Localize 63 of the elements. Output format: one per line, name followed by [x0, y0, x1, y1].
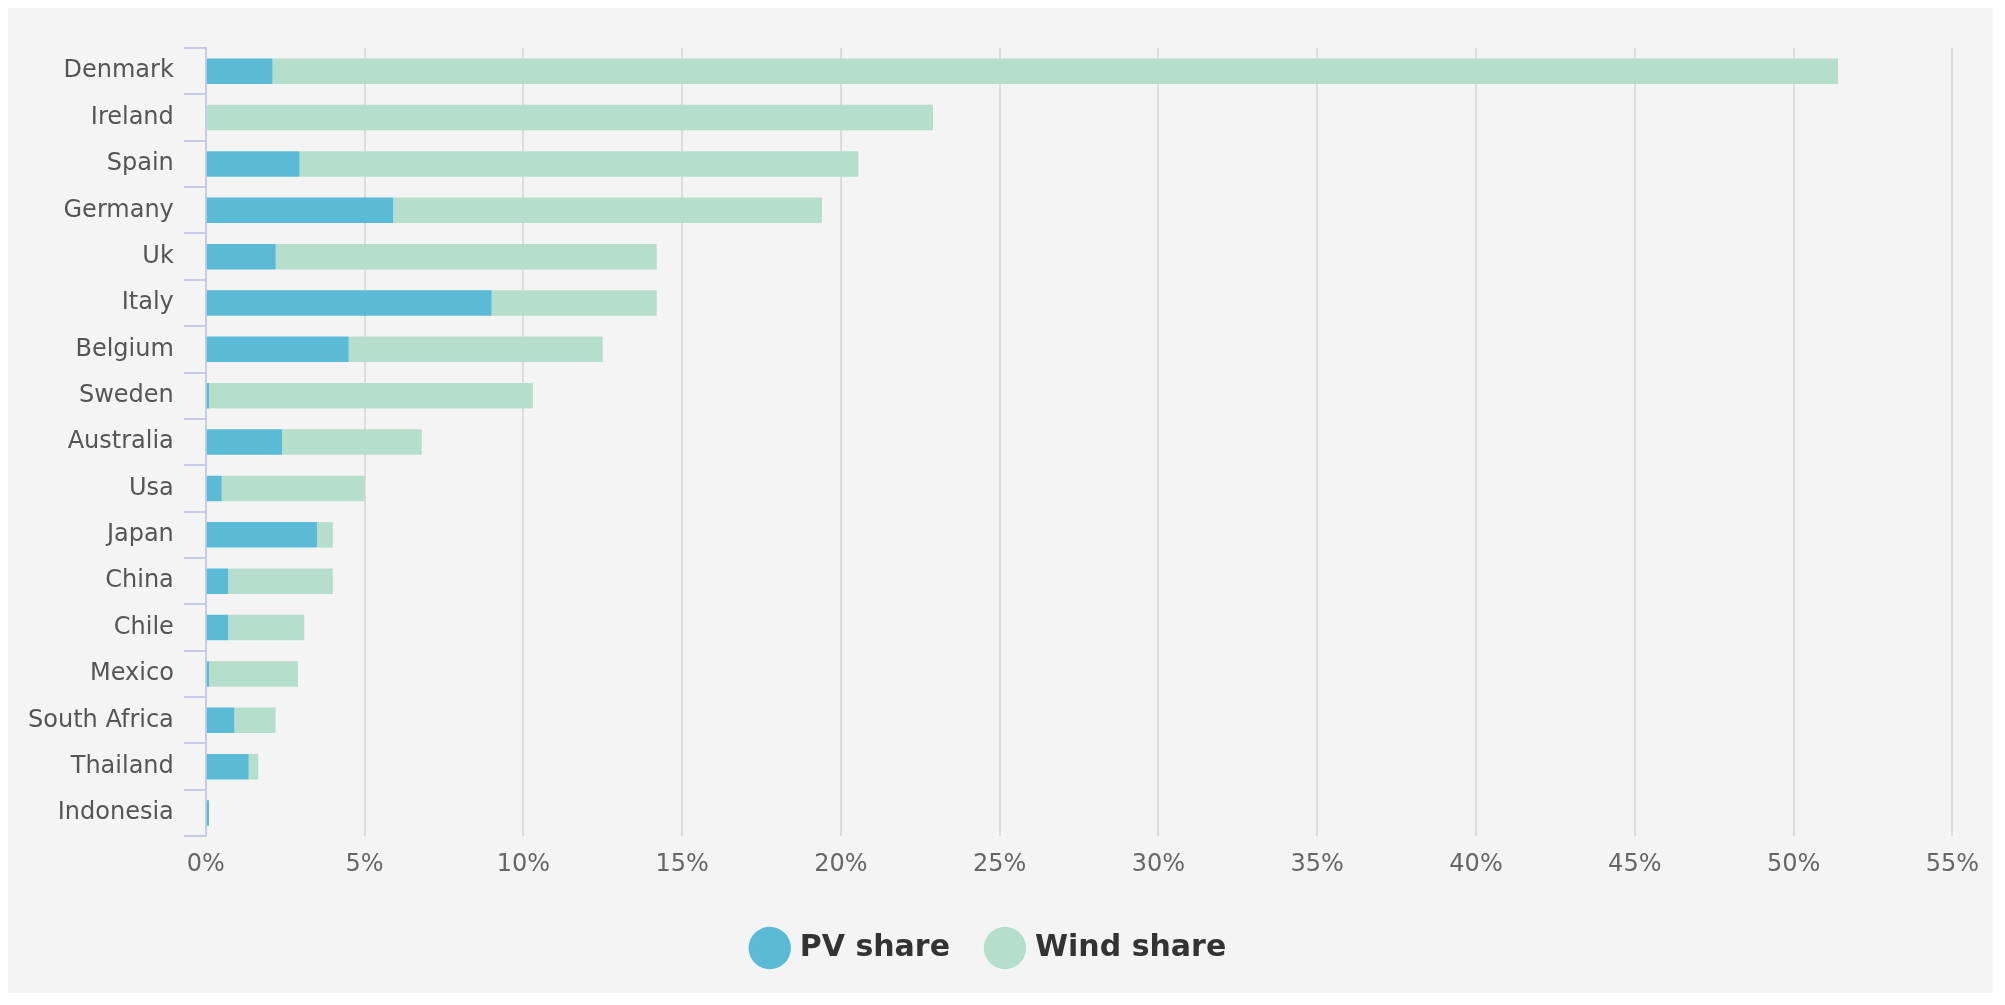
bar: [206, 568, 229, 594]
bar: [209, 382, 533, 409]
y-tick-label: Indonesia: [57, 797, 174, 826]
y-tick-label: Usa: [129, 472, 174, 501]
bar: [234, 707, 276, 734]
y-tick-label: Japan: [104, 519, 174, 548]
legend-label: PV share: [799, 927, 950, 963]
x-tick-label: 20%: [814, 848, 868, 877]
bar: [228, 614, 305, 641]
y-tick-label: Uk: [142, 240, 174, 269]
legend-label: Wind share: [1035, 927, 1227, 963]
bar: [299, 151, 859, 177]
bar: [206, 429, 283, 455]
x-tick-label: 25%: [973, 848, 1027, 877]
bar: [206, 336, 349, 363]
x-tick-label: 35%: [1290, 848, 1344, 877]
bar: [206, 522, 317, 548]
y-tick-label: Thailand: [69, 750, 174, 779]
y-tick-label: Ireland: [90, 101, 174, 130]
bar: [206, 475, 222, 502]
bar: [206, 707, 235, 734]
x-tick-label: 0%: [186, 848, 225, 877]
x-tick-label: 10%: [496, 848, 551, 877]
y-tick-label: Germany: [63, 194, 174, 223]
bar: [206, 753, 249, 780]
bar: [206, 800, 209, 826]
y-tick-label: China: [105, 565, 174, 594]
x-tick-label: 50%: [1766, 848, 1821, 877]
bar: [206, 614, 229, 641]
bar: [282, 429, 422, 455]
bar: [248, 753, 259, 780]
bar: [393, 197, 822, 224]
bar: [221, 475, 365, 502]
y-tick-label: South Africa: [28, 704, 174, 733]
bar: [206, 243, 276, 270]
x-tick-label: 30%: [1131, 848, 1186, 877]
bar: [275, 243, 657, 270]
bar: [491, 290, 657, 316]
bar: [316, 522, 333, 548]
bar: [348, 336, 603, 363]
y-tick-label: Denmark: [63, 55, 174, 84]
bar: [206, 197, 394, 224]
bar: [206, 290, 492, 316]
bar: [206, 151, 300, 177]
bar: [228, 568, 333, 594]
y-tick-label: Mexico: [90, 658, 174, 687]
bar: [206, 661, 209, 687]
x-tick-label: 15%: [655, 848, 709, 877]
x-tick-label: 5%: [345, 848, 384, 877]
bar: [209, 661, 298, 687]
y-tick-label: Chile: [113, 611, 174, 640]
y-tick-label: Spain: [106, 148, 174, 177]
y-tick-label: Australia: [67, 426, 174, 455]
bar: [206, 382, 209, 409]
y-tick-label: Belgium: [75, 333, 174, 362]
bar: [206, 104, 934, 131]
x-tick-label: 55%: [1925, 848, 1979, 877]
x-tick-label: 45%: [1608, 848, 1662, 877]
y-tick-label: Italy: [121, 287, 174, 316]
bar: [272, 58, 1839, 84]
y-tick-label: Sweden: [78, 379, 174, 408]
x-tick-label: 40%: [1449, 848, 1503, 877]
bar: [206, 58, 273, 84]
